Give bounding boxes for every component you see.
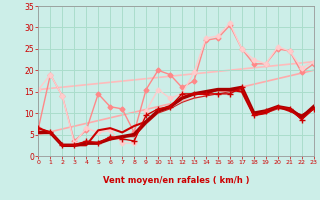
X-axis label: Vent moyen/en rafales ( km/h ): Vent moyen/en rafales ( km/h ) (103, 176, 249, 185)
